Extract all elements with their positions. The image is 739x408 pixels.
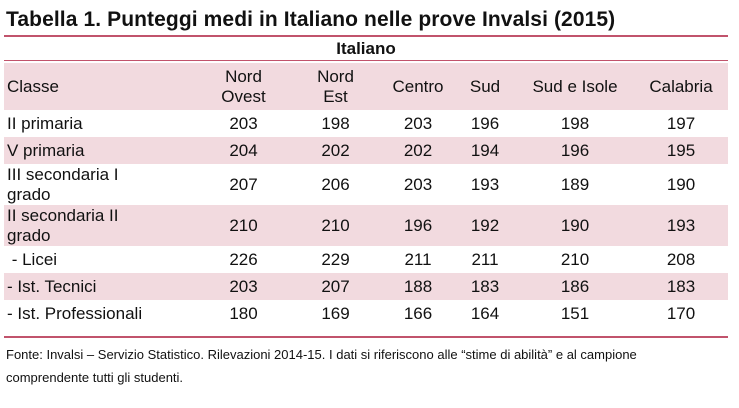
cell-value: 190 [560,215,590,235]
row-label-line1: III secondaria I [7,164,119,184]
cell-value: 203 [403,113,433,133]
cell-value: 193 [470,174,500,194]
bottom-rule [4,336,728,338]
header-nord-ovest: Nord Ovest [198,67,289,107]
cell-value: 196 [403,215,433,235]
section-rule [4,60,728,61]
cell-value: 204 [229,140,258,160]
footnote-line1: Fonte: Invalsi – Servizio Statistico. Ri… [6,347,637,362]
cell-value: 194 [470,140,500,160]
cell-value: 202 [403,140,433,160]
cell-value: 197 [666,113,696,133]
table-header-row: Classe Nord Ovest Nord Est Centro Sud Su… [4,63,728,110]
cell-value: 226 [229,249,258,269]
header-calabria: Calabria [649,76,713,96]
cell-value: 203 [403,174,433,194]
cell-value: 210 [560,249,590,269]
row-label: V primaria [7,140,85,160]
source-footnote: Fonte: Invalsi – Servizio Statistico. Ri… [6,343,736,389]
header-nord-est-line1: Nord [317,66,354,86]
cell-value: 211 [471,249,499,269]
cell-value: 203 [229,276,258,296]
cell-value: 207 [321,276,350,296]
cell-value: 211 [404,249,432,269]
cell-value: 166 [403,303,433,323]
top-rule [4,35,728,37]
cell-value: 186 [560,276,590,296]
header-nord-ovest-line1: Nord [225,66,262,86]
table-row: V primaria 204 202 202 194 196 195 [4,137,728,164]
cell-value: 210 [229,215,258,235]
header-centro: Centro [392,76,444,96]
cell-value: 196 [470,113,500,133]
row-label: II secondaria II grado [4,206,198,246]
cell-value: 206 [321,174,350,194]
table-row: - Licei 226 229 211 211 210 208 [4,246,728,273]
row-label-line2: grado [7,225,51,245]
header-sud-e-isole: Sud e Isole [532,76,618,96]
cell-value: 196 [560,140,590,160]
row-label: III secondaria I grado [4,165,198,205]
row-label-line1: II secondaria II [7,205,119,225]
row-label: II primaria [7,113,83,133]
footnote-line2: comprendente tutti gli studenti. [6,370,184,385]
section-heading: Italiano [336,38,396,58]
table-row: III secondaria I grado 207 206 203 193 1… [4,164,728,205]
table-row: II primaria 203 198 203 196 198 197 [4,110,728,137]
cell-value: 203 [229,113,258,133]
cell-value: 151 [560,303,590,323]
cell-value: 229 [321,249,350,269]
header-nord-ovest-line2: Ovest [221,86,266,106]
cell-value: 207 [229,174,258,194]
cell-value: 198 [560,113,590,133]
cell-value: 189 [560,174,590,194]
cell-value: 169 [321,303,350,323]
header-sud: Sud [469,76,501,96]
table-row: II secondaria II grado 210 210 196 192 1… [4,205,728,246]
table-title: Tabella 1. Punteggi medi in Italiano nel… [6,8,616,31]
cell-value: 190 [666,174,696,194]
cell-value: 202 [321,140,350,160]
cell-value: 198 [321,113,350,133]
row-label: - Ist. Tecnici [7,276,97,296]
cell-value: 193 [666,215,696,235]
table-row: - Ist. Professionali 180 169 166 164 151… [4,300,728,327]
cell-value: 208 [666,249,696,269]
header-nord-est: Nord Est [289,67,382,107]
cell-value: 183 [666,276,696,296]
cell-value: 188 [403,276,433,296]
header-classe: Classe [7,76,59,96]
table-row: - Ist. Tecnici 203 207 188 183 186 183 [4,273,728,300]
cell-value: 210 [321,215,350,235]
row-label: - Ist. Professionali [7,303,143,323]
cell-value: 183 [470,276,500,296]
cell-value: 180 [229,303,258,323]
cell-value: 192 [470,215,500,235]
scores-table: Classe Nord Ovest Nord Est Centro Sud Su… [4,63,728,327]
row-label-line2: grado [7,184,51,204]
cell-value: 164 [470,303,500,323]
header-nord-est-line2: Est [323,86,348,106]
row-label: - Licei [7,249,58,269]
cell-value: 170 [666,303,696,323]
cell-value: 195 [666,140,696,160]
